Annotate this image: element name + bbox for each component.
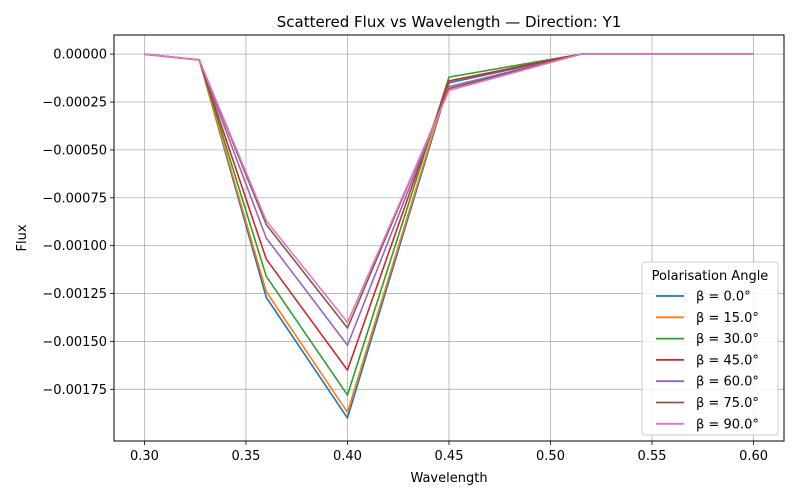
y-tick-label: −0.00050: [42, 143, 107, 158]
chart-title: Scattered Flux vs Wavelength — Direction…: [277, 13, 622, 31]
series-line-6: [144, 53, 754, 324]
legend-label-0: β = 0.0°: [696, 290, 751, 305]
legend-title: Polarisation Angle: [652, 269, 769, 284]
x-tick-label: 0.50: [536, 449, 565, 464]
x-tick-label: 0.40: [333, 449, 362, 464]
y-tick-label: 0.00000: [53, 48, 107, 63]
x-tick-label: 0.55: [638, 449, 667, 464]
legend-box: [641, 261, 779, 436]
x-axis-label: Wavelength: [410, 471, 487, 486]
series-lines: [144, 53, 754, 419]
x-tick-label: 0.30: [130, 449, 159, 464]
legend-label-4: β = 60.0°: [696, 375, 759, 390]
x-axis-ticks: 0.30 0.35 0.40 0.45 0.50 0.55 0.60: [130, 441, 768, 464]
y-axis-label: Flux: [15, 224, 30, 251]
y-tick-label: −0.00175: [42, 383, 107, 398]
legend-label-6: β = 90.0°: [696, 417, 759, 432]
y-tick-label: −0.00100: [42, 239, 107, 254]
legend-label-3: β = 45.0°: [696, 353, 759, 368]
y-tick-label: −0.00075: [42, 191, 107, 206]
x-tick-label: 0.45: [435, 449, 464, 464]
x-tick-label: 0.35: [231, 449, 260, 464]
y-axis-ticks: 0.00000 −0.00025 −0.00050 −0.00075 −0.00100 −…: [42, 48, 114, 398]
x-tick-label: 0.60: [739, 449, 768, 464]
y-tick-label: −0.00150: [42, 335, 107, 350]
legend-label-1: β = 15.0°: [696, 311, 759, 326]
y-tick-label: −0.00025: [42, 96, 107, 111]
y-tick-label: −0.00125: [42, 287, 107, 302]
legend-label-2: β = 30.0°: [696, 332, 759, 347]
legend-label-5: β = 75.0°: [696, 396, 759, 411]
legend: Polarisation Angle β = 0.0° β = 15.0° β = 3…: [641, 261, 779, 436]
